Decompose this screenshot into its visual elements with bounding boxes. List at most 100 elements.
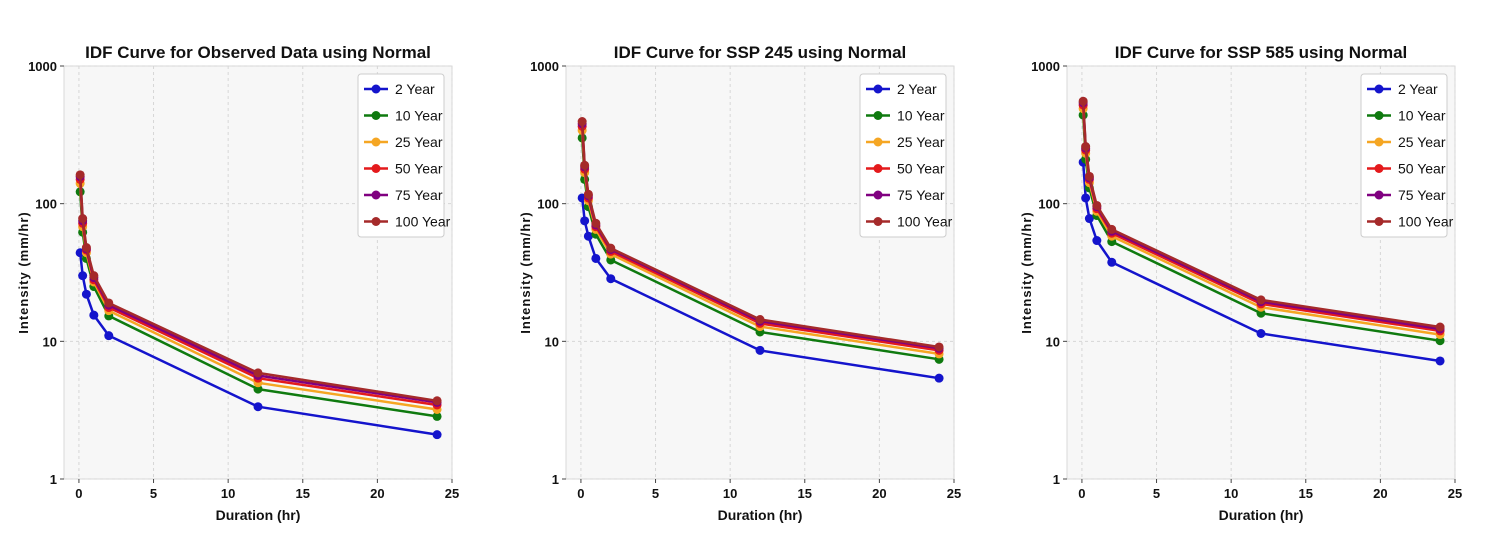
y-tick-label: 100 bbox=[1038, 197, 1060, 212]
data-point bbox=[934, 342, 944, 352]
legend-marker bbox=[873, 84, 883, 94]
x-tick-label: 10 bbox=[221, 486, 235, 501]
chart-panel-3: 0 5 10 15 20 25 1 10 100 1000 IDF Curve for SSP 58… bbox=[1019, 43, 1462, 523]
data-point bbox=[1107, 257, 1117, 267]
grid bbox=[1067, 65, 1456, 480]
chart-panel-1: 0 5 10 15 20 25 1 10 100 1000 IDF Curve for Observ… bbox=[16, 43, 459, 523]
y-tick-label: 10 bbox=[1046, 334, 1060, 349]
data-point bbox=[580, 160, 590, 170]
data-point bbox=[1081, 193, 1091, 203]
legend-label: 2 Year bbox=[1398, 81, 1438, 97]
legend-marker bbox=[1374, 84, 1384, 94]
data-point bbox=[89, 310, 99, 320]
x-tick-label: 20 bbox=[1373, 486, 1387, 501]
y-tick-label: 10 bbox=[43, 334, 57, 349]
legend-marker bbox=[1374, 137, 1384, 147]
chart-title: IDF Curve for Observed Data using Normal bbox=[85, 43, 431, 62]
legend-marker bbox=[1374, 217, 1384, 226]
data-point bbox=[1256, 328, 1266, 338]
y-axis-label: Intensity (mm/hr) bbox=[1019, 211, 1034, 333]
chart-panel-2: 0 5 10 15 20 25 1 10 100 1000 IDF Curve for SSP 24… bbox=[518, 43, 961, 523]
data-point bbox=[253, 384, 263, 394]
data-point bbox=[1435, 322, 1445, 332]
data-point bbox=[583, 231, 593, 241]
legend-marker bbox=[1374, 111, 1384, 120]
legend-marker bbox=[371, 137, 381, 147]
legend-label: 50 Year bbox=[395, 161, 443, 177]
legend-marker bbox=[873, 137, 883, 147]
legend-marker bbox=[873, 190, 883, 200]
legend: 2 Year 10 Year 25 Year 50 Year 75 Year 100 Ye… bbox=[1360, 73, 1454, 238]
legend-label: 2 Year bbox=[395, 81, 435, 97]
x-axis-label: Duration (hr) bbox=[216, 507, 301, 523]
legend-label: 100 Year bbox=[897, 214, 953, 230]
data-point bbox=[1081, 142, 1091, 152]
data-point bbox=[580, 216, 590, 226]
data-point bbox=[81, 243, 91, 253]
data-point bbox=[81, 289, 91, 299]
legend-label: 75 Year bbox=[395, 187, 443, 203]
data-point bbox=[755, 315, 765, 325]
legend-marker bbox=[1374, 190, 1384, 200]
data-point bbox=[432, 396, 442, 406]
data-point bbox=[432, 430, 442, 440]
y-tick-label: 1 bbox=[552, 472, 559, 487]
data-point bbox=[934, 373, 944, 383]
y-tick-label: 1000 bbox=[1031, 59, 1060, 74]
legend-label: 10 Year bbox=[897, 108, 945, 124]
x-tick-label: 10 bbox=[723, 486, 737, 501]
legend-marker bbox=[873, 111, 883, 120]
data-point bbox=[1084, 171, 1094, 181]
data-point bbox=[104, 331, 114, 341]
legend-label: 25 Year bbox=[395, 134, 443, 150]
x-tick-label: 10 bbox=[1224, 486, 1238, 501]
legend-label: 25 Year bbox=[1398, 134, 1446, 150]
legend-label: 75 Year bbox=[897, 187, 945, 203]
data-point bbox=[583, 189, 593, 199]
data-point bbox=[1435, 356, 1445, 366]
data-point bbox=[1092, 236, 1102, 246]
legend-label: 75 Year bbox=[1398, 187, 1446, 203]
data-point bbox=[1107, 224, 1117, 234]
data-point bbox=[577, 117, 587, 127]
data-point bbox=[432, 411, 442, 421]
x-tick-label: 25 bbox=[1448, 486, 1462, 501]
legend-label: 100 Year bbox=[1398, 214, 1454, 230]
y-tick-label: 10 bbox=[545, 334, 559, 349]
x-tick-label: 5 bbox=[652, 486, 659, 501]
legend-marker bbox=[371, 217, 381, 226]
data-point bbox=[591, 218, 601, 228]
series-100-year bbox=[577, 117, 944, 352]
x-tick-label: 15 bbox=[798, 486, 812, 501]
chart-title: IDF Curve for SSP 245 using Normal bbox=[614, 43, 907, 62]
y-tick-label: 1000 bbox=[530, 59, 559, 74]
data-point bbox=[606, 243, 616, 253]
data-point bbox=[1435, 336, 1445, 346]
data-point bbox=[253, 368, 263, 378]
series-2-year bbox=[1078, 157, 1445, 366]
x-axis-label: Duration (hr) bbox=[1219, 507, 1304, 523]
legend-marker bbox=[371, 84, 381, 94]
data-point bbox=[78, 214, 88, 224]
legend-marker bbox=[371, 190, 381, 200]
legend-marker bbox=[371, 164, 381, 173]
data-point bbox=[78, 271, 88, 281]
series-2-year bbox=[75, 248, 442, 440]
data-point bbox=[1092, 200, 1102, 210]
data-point bbox=[1256, 295, 1266, 305]
data-point bbox=[104, 298, 114, 308]
data-point bbox=[591, 253, 601, 263]
data-point bbox=[253, 402, 263, 412]
legend-marker bbox=[873, 217, 883, 226]
series-100-year bbox=[1078, 96, 1445, 332]
data-point bbox=[75, 170, 85, 180]
x-tick-label: 25 bbox=[445, 486, 459, 501]
x-tick-label: 15 bbox=[1299, 486, 1313, 501]
x-tick-label: 5 bbox=[1153, 486, 1160, 501]
y-tick-label: 1 bbox=[1053, 472, 1060, 487]
data-point bbox=[89, 271, 99, 281]
legend: 2 Year 10 Year 25 Year 50 Year 75 Year 100 Ye… bbox=[859, 73, 953, 238]
data-point bbox=[1084, 214, 1094, 224]
x-tick-label: 25 bbox=[947, 486, 961, 501]
